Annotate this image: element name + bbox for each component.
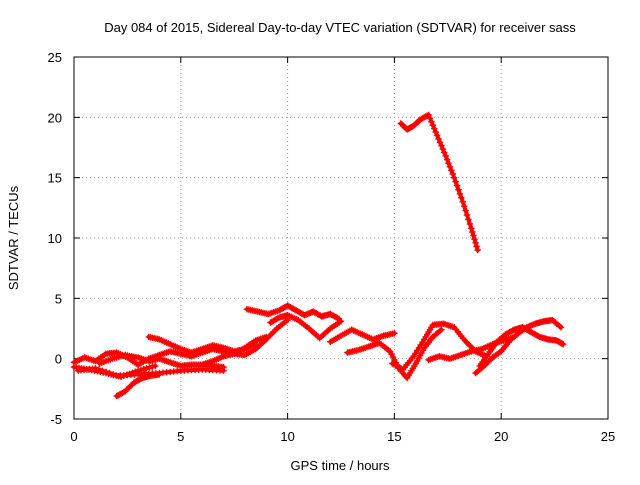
- data-point: [435, 135, 442, 143]
- data-point: [474, 246, 481, 254]
- x-tick-label: 20: [494, 429, 508, 444]
- data-point: [102, 368, 110, 376]
- series-s11: [327, 326, 398, 345]
- data-point: [143, 365, 150, 372]
- series-layer: [70, 111, 567, 400]
- data-point: [535, 332, 542, 340]
- tick-label-layer: 0 5 10 15 20 25 -5 0 5 10 15 20 25: [48, 50, 616, 444]
- data-point: [470, 232, 477, 239]
- data-point: [451, 174, 458, 181]
- data-point: [432, 128, 439, 136]
- data-point: [559, 341, 567, 348]
- series-s17: [397, 111, 481, 254]
- data-point: [456, 190, 464, 197]
- series-s3: [75, 365, 227, 379]
- x-tick-label: 15: [387, 429, 401, 444]
- data-point: [446, 163, 454, 170]
- x-tick-label: 0: [70, 429, 77, 444]
- data-point: [441, 149, 448, 156]
- data-point: [425, 111, 432, 119]
- data-point: [220, 363, 227, 371]
- data-point: [557, 324, 565, 331]
- data-point: [439, 145, 446, 153]
- series-s4: [113, 371, 163, 400]
- data-point: [452, 178, 459, 185]
- data-point: [453, 182, 461, 189]
- y-tick-label: 0: [55, 352, 62, 367]
- grid-layer: [74, 57, 608, 419]
- y-tick-label: 5: [55, 291, 62, 306]
- data-point: [473, 243, 480, 250]
- y-axis-label: SDTVAR / TECUs: [6, 185, 21, 290]
- data-point: [459, 198, 466, 205]
- chart-title: Day 084 of 2015, Sidereal Day-to-day VTE…: [104, 20, 576, 35]
- x-tick-label: 10: [280, 429, 294, 444]
- data-point: [471, 236, 478, 243]
- series-s16: [476, 324, 567, 370]
- data-point: [448, 167, 455, 174]
- series-s8: [199, 316, 291, 368]
- data-point: [431, 125, 438, 132]
- data-point: [468, 225, 475, 232]
- data-point: [436, 139, 444, 146]
- y-tick-label: -5: [50, 412, 62, 427]
- data-point: [466, 220, 474, 228]
- data-point: [449, 170, 456, 178]
- data-point: [556, 322, 563, 330]
- data-point: [438, 326, 445, 333]
- data-point: [455, 186, 462, 193]
- data-point: [428, 118, 435, 125]
- y-tick-label: 10: [48, 231, 62, 246]
- data-point: [149, 363, 156, 370]
- axes-layer: [73, 56, 609, 420]
- x-axis-label: GPS time / hours: [291, 458, 390, 473]
- data-point: [463, 211, 471, 219]
- data-point: [443, 156, 451, 163]
- data-point: [469, 228, 476, 236]
- data-point: [337, 318, 345, 325]
- y-tick-label: 25: [48, 50, 62, 65]
- data-point: [472, 239, 479, 246]
- data-point: [458, 194, 465, 201]
- data-point: [110, 371, 117, 378]
- data-point: [99, 367, 106, 374]
- data-point: [426, 115, 434, 122]
- series-s9: [243, 302, 343, 322]
- x-tick-label: 25: [601, 429, 615, 444]
- y-tick-label: 15: [48, 171, 62, 186]
- series-s13: [389, 320, 490, 373]
- data-point: [106, 369, 113, 377]
- data-point: [442, 152, 449, 160]
- data-point: [438, 142, 445, 149]
- data-point: [429, 122, 436, 129]
- x-tick-label: 5: [177, 429, 184, 444]
- data-point: [436, 327, 444, 335]
- series-s10: [267, 312, 345, 342]
- data-point: [156, 371, 163, 378]
- data-point: [465, 216, 472, 223]
- data-point: [92, 365, 99, 372]
- data-point: [137, 366, 145, 374]
- data-point: [95, 366, 103, 373]
- y-tick-label: 20: [48, 110, 62, 125]
- data-point: [388, 351, 395, 358]
- data-point: [461, 203, 468, 210]
- data-point: [462, 207, 469, 214]
- data-point: [445, 160, 452, 167]
- data-point: [433, 132, 441, 139]
- data-point: [391, 330, 398, 337]
- data-point: [152, 362, 159, 370]
